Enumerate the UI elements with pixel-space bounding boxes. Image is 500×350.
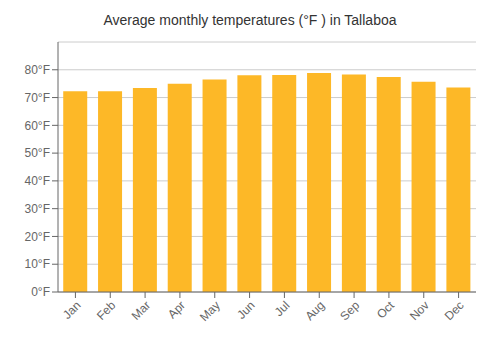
svg-text:Apr: Apr [165,298,188,321]
svg-text:May: May [197,298,223,324]
html-text:Average monthly temperatures (: Average monthly temperatures (°F ) in Ta… [103,12,397,28]
svg-text:10°F: 10°F [25,257,50,271]
svg-text:Oct: Oct [374,298,398,322]
svg-text:20°F: 20°F [25,230,50,244]
svg-text:50°F: 50°F [25,146,50,160]
svg-text:40°F: 40°F [25,174,50,188]
svg-text:30°F: 30°F [25,202,50,216]
svg-text:Dec: Dec [442,298,467,323]
svg-text:70°F: 70°F [25,91,50,105]
svg-text:Nov: Nov [407,298,432,323]
svg-text:80°F: 80°F [25,63,50,77]
svg-text:Sep: Sep [337,298,362,323]
svg-text:Mar: Mar [129,298,154,323]
svg-text:60°F: 60°F [25,119,50,133]
svg-text:Jan: Jan [60,298,84,322]
svg-text:Jul: Jul [272,298,293,319]
svg-text:Feb: Feb [94,298,119,323]
svg-text:Jun: Jun [234,298,258,322]
svg-text:0°F: 0°F [31,285,50,299]
svg-text:Aug: Aug [302,298,327,323]
